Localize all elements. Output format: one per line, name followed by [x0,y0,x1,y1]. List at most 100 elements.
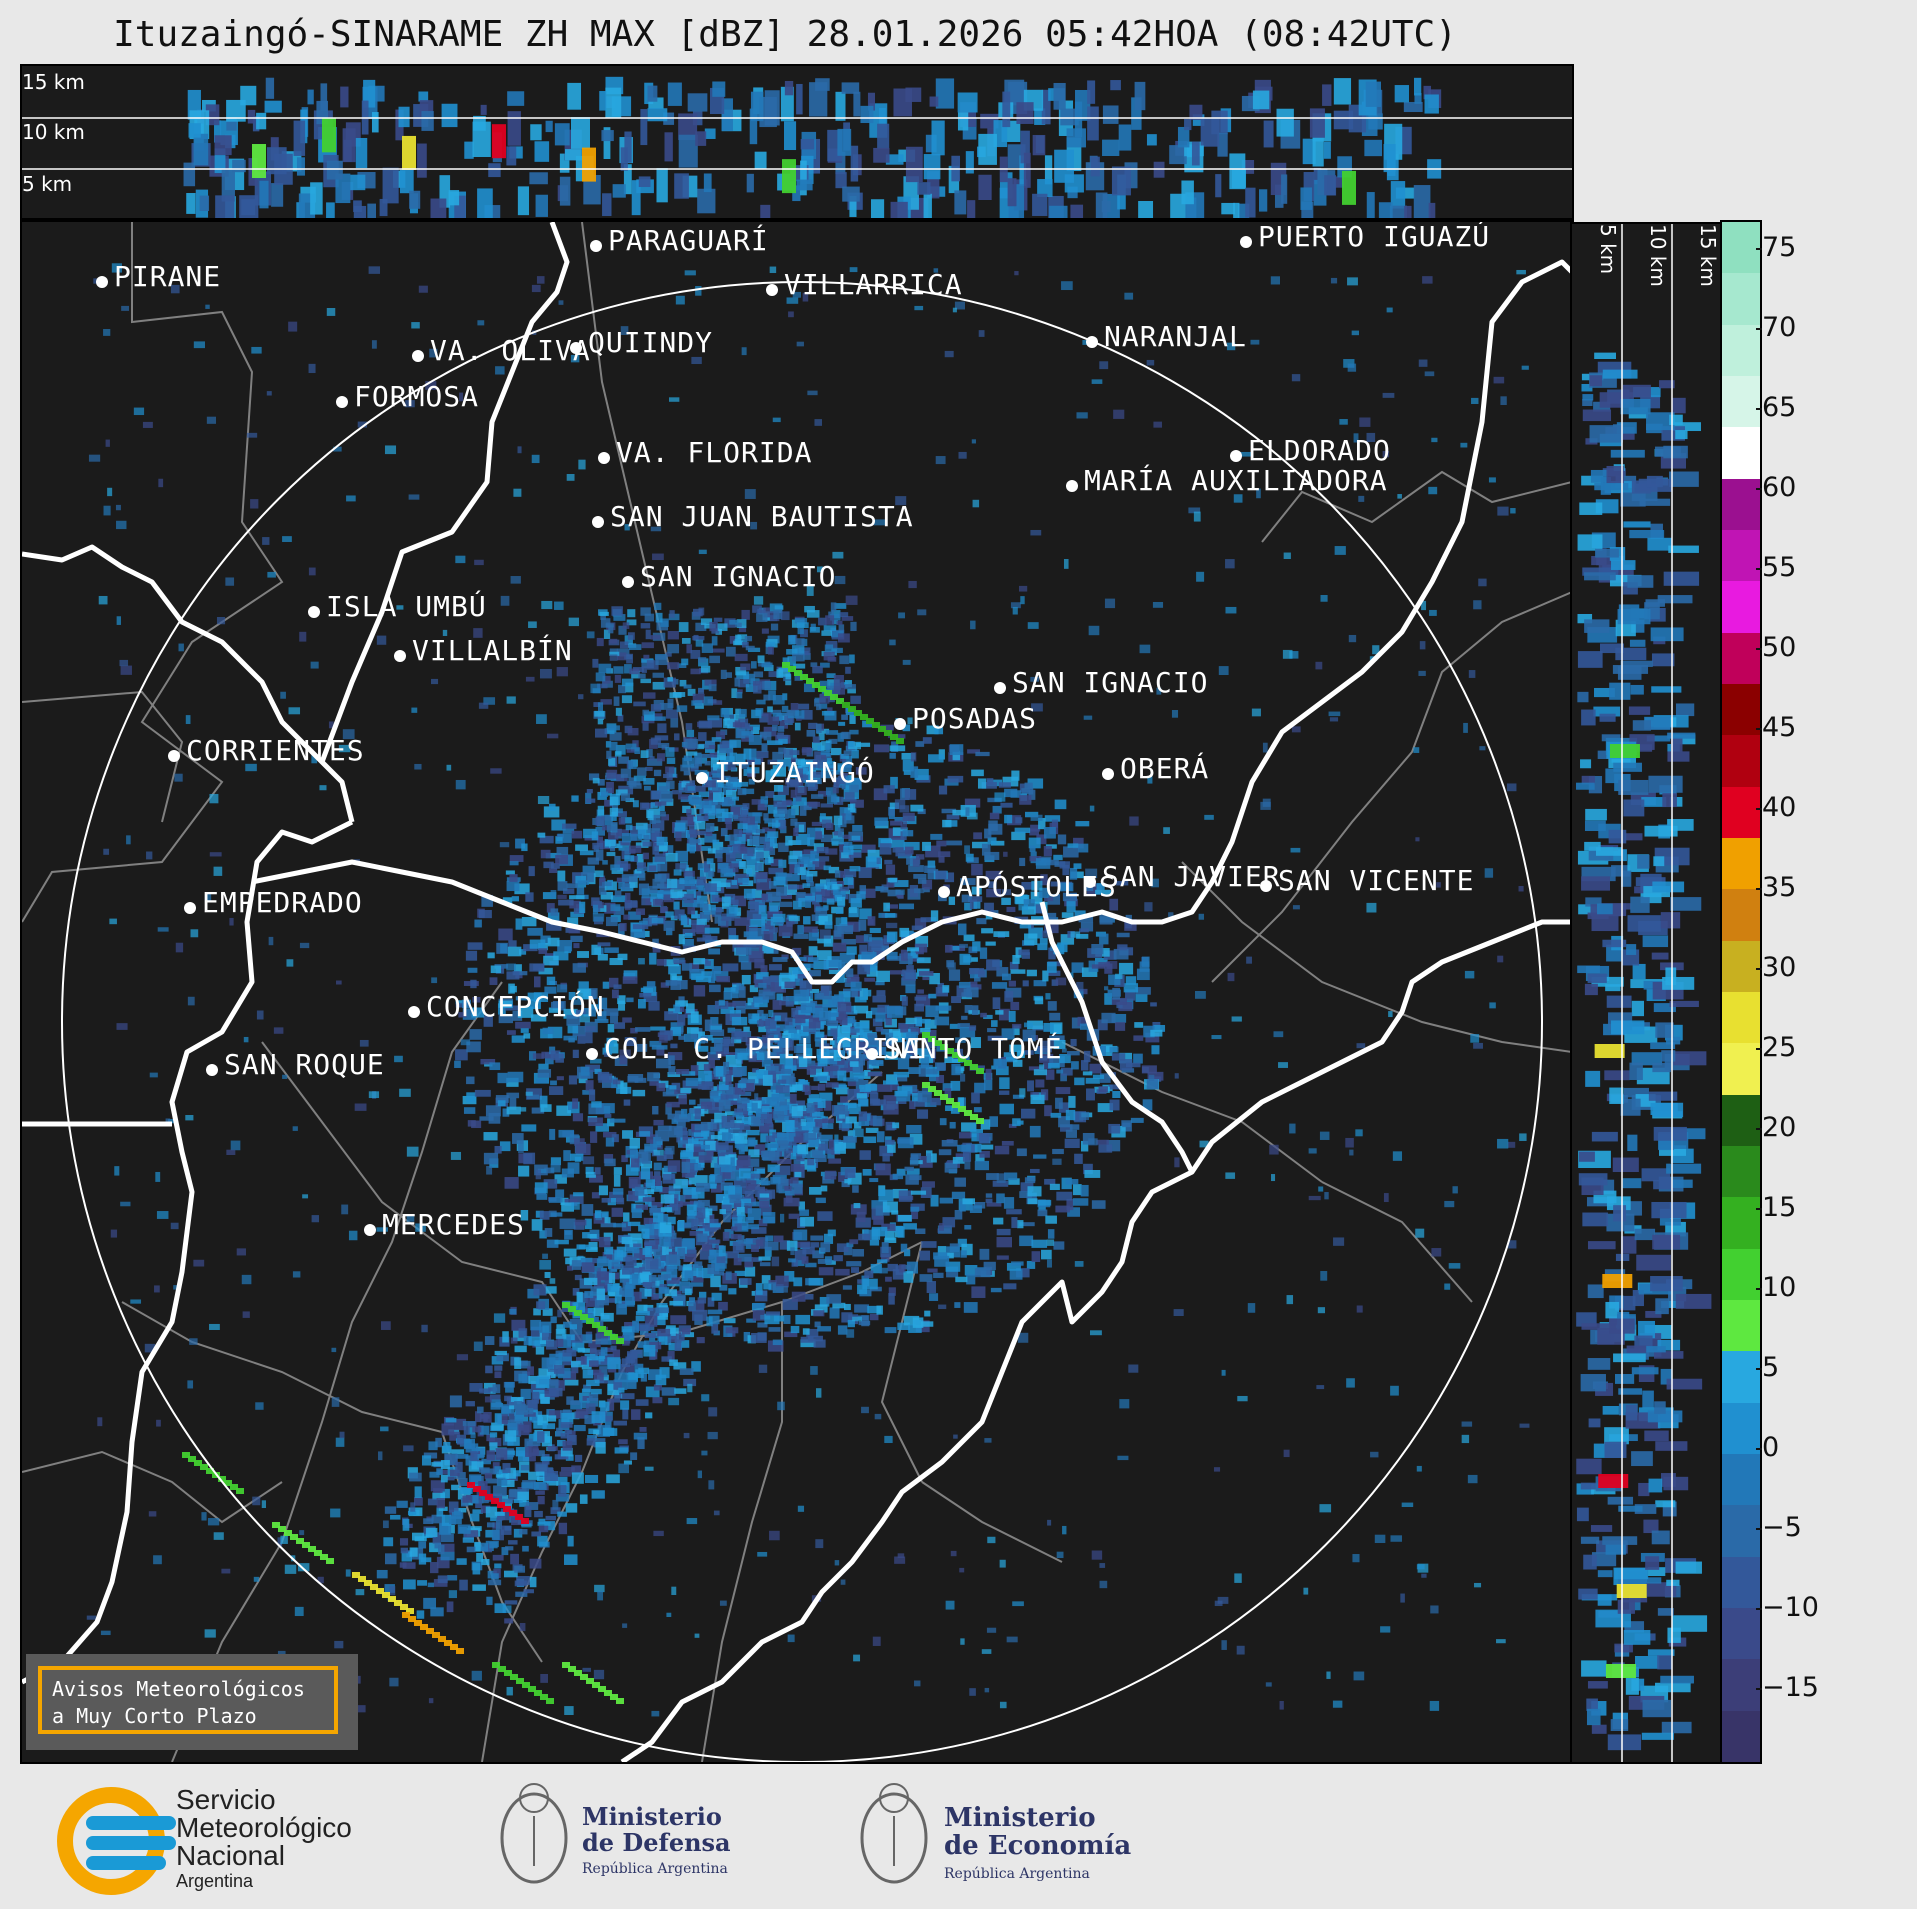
city-name: PARAGUARÍ [608,224,769,257]
economia-line-1: Ministerio [944,1803,1096,1833]
city-label: SAN IGNACIO [994,666,1208,699]
city-name: SAN VICENTE [1278,864,1475,897]
city-label: PUERTO IGUAZÚ [1240,222,1490,253]
city-name: SANTO TOMÉ [884,1032,1063,1065]
economia-line-2: de Economía [944,1831,1132,1861]
colorbar-segment [1722,1145,1760,1198]
city-label: SAN ROQUE [206,1048,385,1081]
colorbar-tick-label: 60 [1755,472,1797,503]
city-name: VILLALBÍN [412,634,573,667]
colorbar-tick-label: 15 [1755,1192,1797,1223]
city-marker-icon [570,342,582,354]
city-label: MARÍA AUXILIADORA [1066,464,1388,497]
map-graphic [22,222,1572,1762]
city-label: EMPEDRADO [184,886,363,919]
defensa-line-3: República Argentina [582,1861,728,1877]
city-label: OBERÁ [1102,752,1210,785]
smn-emblem-icon [57,1787,176,1895]
city-marker-icon [598,452,610,464]
city-marker-icon [96,276,108,288]
colorbar-segment [1722,324,1760,376]
colorbar-tick-label: −10 [1756,1592,1819,1623]
colorbar-tick-label: 50 [1755,632,1797,663]
city-marker-icon [408,1006,420,1018]
top-altitude-panel: 15 km 10 km 5 km [20,64,1574,220]
city-label: CORRIENTES [168,734,365,767]
chart-title: Ituzaingó-SINARAME ZH MAX [dBZ] 28.01.20… [113,14,1457,55]
city-marker-icon [994,682,1006,694]
right-altitude-panel: 5 km 10 km 15 km [1570,222,1724,1764]
city-name: CORRIENTES [186,734,365,767]
colorbar-tick-label: 40 [1755,792,1797,823]
colorbar-segment [1722,1505,1760,1557]
city-name: VA. FLORIDA [616,436,813,469]
city-marker-icon [184,902,196,914]
city-name: MARÍA AUXILIADORA [1084,464,1388,497]
city-label: PARAGUARÍ [590,224,769,257]
colorbar-tick-label: −5 [1756,1512,1802,1543]
defensa-logo: Ministerio de Defensa República Argentin… [494,1770,754,1900]
city-marker-icon [1260,880,1272,892]
city-name: OBERÁ [1120,752,1210,785]
city-name: ISLA UMBÚ [326,590,487,623]
alt-label-10km: 10 km [22,120,85,144]
city-marker-icon [696,772,708,784]
city-marker-icon [1240,236,1252,248]
city-name: NARANJAL [1104,320,1247,353]
colorbar-tick-label: 75 [1755,232,1797,263]
city-label: ISLA UMBÚ [308,590,487,623]
colorbar-tick-label: 30 [1755,952,1797,983]
alt-label-15km: 15 km [22,70,85,94]
city-name: ITUZAINGÓ [714,756,875,789]
colorbar-segment [1722,529,1760,582]
city-name: SAN ROQUE [224,1048,385,1081]
city-marker-icon [622,576,634,588]
warning-line-1: Avisos Meteorológicos [52,1677,305,1701]
city-label: VA. FLORIDA [598,436,813,469]
colorbar-tick-label: 70 [1755,312,1797,343]
city-marker-icon [866,1048,878,1060]
city-marker-icon [364,1224,376,1236]
economia-line-3: República Argentina [944,1866,1090,1882]
warning-banner-frame[interactable]: Avisos Meteorológicos a Muy Corto Plazo [38,1666,338,1734]
defensa-line-1: Ministerio [582,1802,722,1831]
colorbar-tick-label: 0 [1755,1432,1780,1463]
city-name: VILLARRICA [784,268,963,301]
colorbar-segment [1722,1248,1760,1300]
colorbar-segment [1722,1453,1760,1506]
city-label: VA. OLIVA [412,334,591,367]
colorbar-segment [1722,940,1760,992]
city-marker-icon [592,516,604,528]
city-name: SAN IGNACIO [640,560,837,593]
alt-label-15km-right: 15 km [1696,224,1720,287]
city-marker-icon [394,650,406,662]
colorbar-segment [1722,1094,1760,1146]
dbz-colorbar [1720,220,1762,1764]
alt-label-5km-right: 5 km [1596,224,1620,275]
colorbar-segment [1722,1659,1760,1711]
city-label: SAN JUAN BAUTISTA [592,500,914,533]
city-label: POSADAS [894,702,1037,735]
city-label: SAN JAVIER [1084,860,1281,893]
colorbar-segment [1722,581,1760,633]
city-label: FORMOSA [336,380,479,413]
colorbar-segment [1722,478,1760,530]
smn-line-3: Nacional [176,1840,285,1871]
colorbar-tick-label: −15 [1756,1672,1819,1703]
city-label: QUIINDY [570,326,714,359]
warning-banner[interactable]: Avisos Meteorológicos a Muy Corto Plazo [26,1654,358,1750]
city-marker-icon [938,886,950,898]
colorbar-segment [1722,1710,1760,1762]
city-name: QUIINDY [588,326,714,359]
city-marker-icon [586,1048,598,1060]
city-label: NARANJAL [1086,320,1247,353]
city-name: COL. C. PELLEGRINI [604,1032,926,1065]
city-marker-icon [766,284,778,296]
coat-of-arms-icon [500,1783,568,1884]
city-label: SAN IGNACIO [622,560,837,593]
city-label: VILLARRICA [766,268,963,301]
city-label: PIRANE [96,260,221,293]
city-marker-icon [590,240,602,252]
city-label: ELDORADO [1230,434,1391,467]
city-label: VILLALBÍN [394,634,573,667]
